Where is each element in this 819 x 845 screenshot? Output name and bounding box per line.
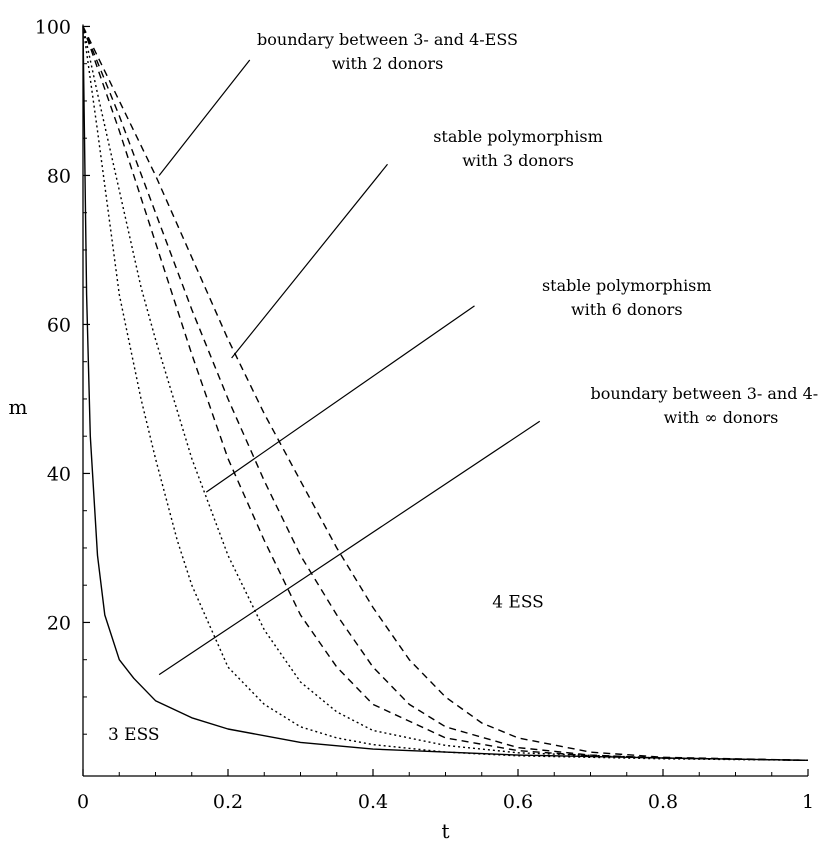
series-line-6-dashed [82, 26, 809, 761]
annotation-pointer-4 [158, 420, 541, 676]
x-tick-label: 1 [802, 791, 814, 813]
y-tick-label: 100 [35, 16, 71, 38]
annotation-pointer-2 [231, 163, 388, 359]
annotation-label-1-line-2: with 2 donors [332, 54, 444, 73]
annotation-label-4-line-1: boundary between 3- and 4-ESS [591, 384, 819, 403]
series-line-3-dotted [82, 26, 809, 761]
series-layer [82, 26, 809, 761]
region-label-3-ess: 3 ESS [108, 725, 160, 745]
annotation-label-1-line-1: boundary between 3- and 4-ESS [257, 30, 518, 49]
x-tick-label: 0.2 [213, 791, 243, 813]
annotation-pointer-3 [205, 305, 475, 493]
x-tick-label: 0.8 [648, 791, 678, 813]
y-axis-title: m [9, 395, 28, 419]
y-tick-label: 40 [47, 463, 71, 485]
axes: 0 0.2 0.4 0.6 0.8 1 20 40 60 80 100 t m [9, 16, 815, 843]
x-tick-label: 0.4 [358, 791, 388, 813]
x-axis-title: t [441, 819, 449, 843]
annotation-label-2-line-1: stable polymorphism [433, 127, 603, 146]
y-tick-label: 60 [47, 314, 71, 336]
annotation-label-3-line-1: stable polymorphism [542, 276, 712, 295]
y-tick-label: 80 [47, 165, 71, 187]
y-tick-label: 20 [47, 612, 71, 634]
x-tick-label: 0.6 [503, 791, 533, 813]
annotation-label-4-line-2: with ∞ donors [664, 408, 779, 427]
annotation-pointer-1 [158, 59, 251, 176]
annotation-label-2-line-2: with 3 donors [462, 151, 574, 170]
series-line-1-solid [82, 26, 809, 761]
series-line-5-dashed [82, 26, 809, 761]
series-line-2-dotted [82, 26, 809, 761]
region-label-4-ess: 4 ESS [492, 593, 544, 613]
series-line-4-dashed [82, 26, 809, 761]
annotation-label-3-line-2: with 6 donors [571, 300, 683, 319]
annotation-layer: boundary between 3- and 4-ESS with 2 dono… [108, 30, 819, 745]
x-tick-label: 0 [77, 791, 89, 813]
